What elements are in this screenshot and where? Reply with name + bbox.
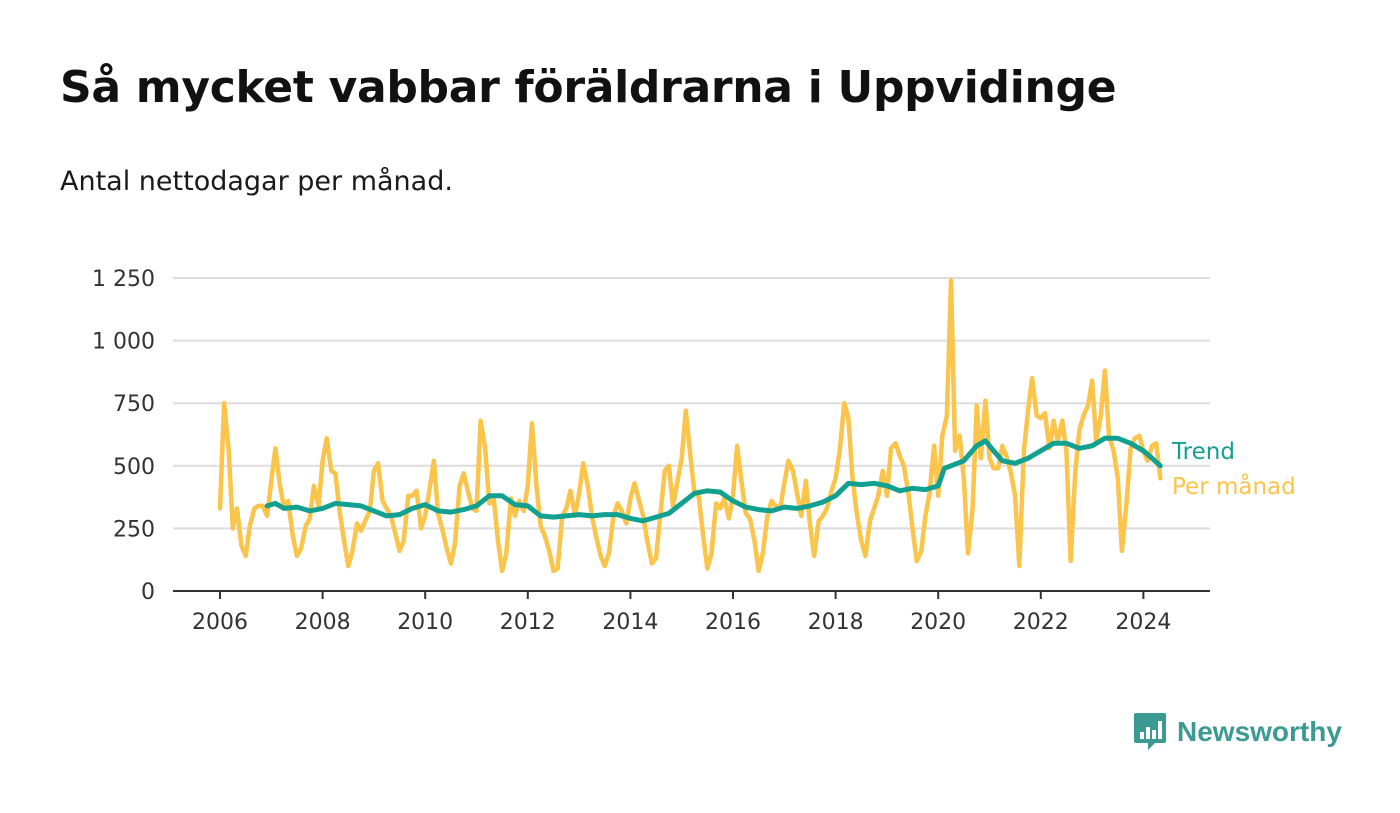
y-tick-label: 1 000 [92, 330, 155, 355]
y-tick-label: 1 250 [92, 267, 155, 292]
x-tick-label: 2020 [910, 610, 966, 635]
x-tick-label: 2018 [808, 610, 864, 635]
x-tick-label: 2012 [500, 610, 556, 635]
x-tick-label: 2014 [602, 610, 658, 635]
y-tick-label: 250 [113, 517, 155, 542]
y-axis-ticks: 0 250 500 750 1 000 1 250 [92, 267, 155, 605]
x-tick-label: 2024 [1115, 610, 1171, 635]
x-tick-label: 2008 [295, 610, 351, 635]
series-line-per-manad [217, 278, 1163, 574]
chart-title: Så mycket vabbar föräldrarna i Uppviding… [60, 62, 1117, 113]
series-label-per-manad: Per månad [1172, 472, 1296, 500]
gridlines [173, 277, 1210, 530]
series-line-trend [264, 435, 1163, 524]
x-tick-label: 2022 [1013, 610, 1069, 635]
x-tick-label: 2010 [397, 610, 453, 635]
x-tick-label: 2016 [705, 610, 761, 635]
newsworthy-logo-icon [1134, 713, 1166, 750]
chart-subtitle: Antal nettodagar per månad. [60, 166, 453, 197]
series-lines [217, 278, 1163, 574]
x-tick-label: 2006 [192, 610, 248, 635]
x-axis-ticks: 2006 2008 2010 2012 2014 2016 2018 2020 2022 2024 [192, 591, 1171, 635]
y-tick-label: 750 [113, 392, 155, 417]
y-tick-label: 0 [141, 580, 155, 605]
brand-name: Newsworthy [1177, 716, 1342, 747]
series-label-trend: Trend [1171, 439, 1235, 465]
y-tick-label: 500 [113, 455, 155, 480]
newsworthy-brand: Newsworthy [1133, 712, 1342, 752]
